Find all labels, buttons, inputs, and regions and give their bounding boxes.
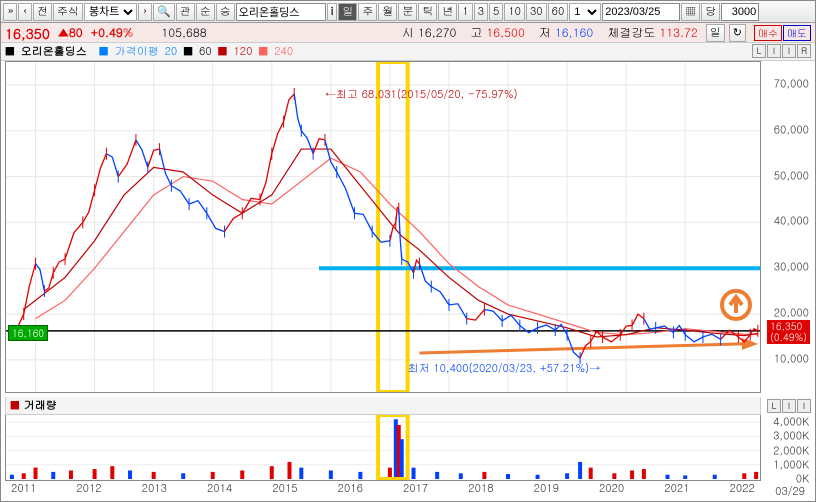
dang-btn[interactable]: 당 bbox=[701, 3, 720, 21]
legend-ma60: 60 bbox=[199, 44, 212, 59]
volume-chart-svg bbox=[6, 415, 760, 480]
support-label: 16,160 bbox=[8, 325, 48, 341]
buy-btn[interactable]: 매수 bbox=[754, 25, 782, 41]
legend-stock: 오리온홀딩스 bbox=[21, 44, 87, 59]
date-input[interactable] bbox=[602, 3, 680, 21]
refresh-icon[interactable]: ↻ bbox=[729, 24, 746, 42]
xaxis-tick: 2013 bbox=[142, 481, 167, 499]
legend-ma-label: 가격이평 bbox=[115, 44, 159, 59]
vol-label: 거래량 bbox=[24, 398, 57, 413]
svg-text:←최고 68,031(2015/05/20, -75.97%: ←최고 68,031(2015/05/20, -75.97%) bbox=[325, 87, 518, 102]
nav-r1[interactable]: › bbox=[138, 3, 152, 21]
volume-legend: ■ 거래량 bbox=[5, 397, 761, 415]
xaxis-tick: 2020 bbox=[599, 481, 624, 499]
p30-btn[interactable]: 30 bbox=[526, 3, 547, 21]
legend-ma120-prefix: ■ bbox=[218, 44, 228, 59]
xaxis-tick: 2012 bbox=[76, 481, 101, 499]
main-chart-svg: ←최고 68,031(2015/05/20, -75.97%) 최저 10,400… bbox=[6, 62, 760, 392]
xaxis-date: 03/29 bbox=[775, 484, 805, 499]
legend-prefix: ■ bbox=[5, 44, 15, 59]
xaxis-tick: 2015 bbox=[272, 481, 297, 499]
xaxis-tick: 2018 bbox=[468, 481, 493, 499]
legend-ma120: 120 bbox=[233, 44, 252, 59]
info-bar: 16,350 ▲80 +0.49% 105,688 시 16,270 고 16,… bbox=[1, 23, 815, 43]
xaxis-tick: 2016 bbox=[338, 481, 363, 499]
cap-i2[interactable]: I bbox=[782, 44, 796, 58]
cal-icon[interactable]: ▦ bbox=[681, 3, 700, 21]
nav-left-btn[interactable]: ‹ bbox=[18, 3, 32, 21]
go-label: 고 bbox=[470, 24, 482, 41]
xaxis: 2011 2012 2013 2014 2015 2016 2017 2018 2019 2020… bbox=[5, 481, 761, 499]
xaxis-tick: 2014 bbox=[207, 481, 232, 499]
go-value: 16,500 bbox=[486, 24, 524, 41]
p5-btn[interactable]: 5 bbox=[489, 3, 503, 21]
jeo-value: 16,160 bbox=[555, 24, 593, 41]
toolbar: » ‹ 전 주식 봉차트 › 🔍 관 순 승 i 일 주 월 분 틱 년 1 3… bbox=[1, 1, 815, 23]
sung-btn[interactable]: 승 bbox=[216, 3, 235, 21]
yaxis-vol: 4,000K3,000K2,000K1,000K0K bbox=[763, 415, 811, 481]
cap-l[interactable]: L bbox=[752, 44, 766, 58]
period-il-btn[interactable]: 일 bbox=[338, 3, 357, 21]
change-pct: +0.49% bbox=[91, 24, 134, 41]
volume-chart[interactable] bbox=[5, 415, 761, 481]
search-icon[interactable]: 🔍 bbox=[153, 3, 175, 21]
period-wol-btn[interactable]: 월 bbox=[378, 3, 397, 21]
che-label: 체결강도 bbox=[607, 24, 655, 41]
legend-caps: L I I R bbox=[752, 44, 811, 58]
chart-type-select[interactable]: 봉차트 bbox=[84, 3, 137, 21]
svg-text:최저 10,400(2020/03/23, +57.21%): 최저 10,400(2020/03/23, +57.21%)→ bbox=[408, 361, 601, 376]
legend-ma20: 20 bbox=[165, 44, 178, 59]
xaxis-tick: 2011 bbox=[11, 481, 36, 499]
legend-ma240: 240 bbox=[274, 44, 293, 59]
p1-btn[interactable]: 1 bbox=[458, 3, 472, 21]
xaxis-tick: 2022 bbox=[730, 481, 755, 499]
main-chart[interactable]: ←최고 68,031(2015/05/20, -75.97%) 최저 10,400… bbox=[5, 61, 761, 393]
legend-bar: ■ 오리온홀딩스 ■ 가격이평 20 ■ 60 ■ 120 ■ 240 L I … bbox=[1, 43, 815, 61]
si-value: 16,270 bbox=[418, 24, 456, 41]
legend-ma60-prefix: ■ bbox=[183, 44, 193, 59]
jusik-btn[interactable]: 주식 bbox=[53, 3, 83, 21]
p60-btn[interactable]: 60 bbox=[548, 3, 569, 21]
gwan-btn[interactable]: 관 bbox=[176, 3, 195, 21]
xaxis-tick: 2019 bbox=[534, 481, 559, 499]
p10-btn[interactable]: 10 bbox=[504, 3, 525, 21]
info-icon[interactable]: i bbox=[327, 3, 338, 21]
cap-i1[interactable]: I bbox=[767, 44, 781, 58]
legend-ma240-prefix: ■ bbox=[258, 44, 268, 59]
mult-select[interactable]: 1 bbox=[569, 3, 601, 21]
vcap-i1[interactable]: I bbox=[782, 399, 796, 413]
count-input[interactable] bbox=[721, 3, 759, 21]
change-symbol: ▲80 bbox=[58, 24, 83, 41]
sell-btn[interactable]: 매도 bbox=[783, 25, 811, 41]
il-btn[interactable]: 일 bbox=[706, 24, 725, 42]
vcap-l[interactable]: L bbox=[767, 399, 781, 413]
period-nyeon-btn[interactable]: 년 bbox=[438, 3, 457, 21]
che-value: 113.72 bbox=[659, 24, 697, 41]
stock-name-input[interactable] bbox=[236, 3, 326, 21]
period-ju-btn[interactable]: 주 bbox=[358, 3, 377, 21]
legend-ma-prefix: ■ bbox=[99, 44, 109, 59]
jeo-label: 저 bbox=[539, 24, 551, 41]
period-bun-btn[interactable]: 분 bbox=[398, 3, 417, 21]
sun-btn[interactable]: 순 bbox=[196, 3, 215, 21]
period-tik-btn[interactable]: 틱 bbox=[418, 3, 437, 21]
vol-caps: L I I bbox=[767, 399, 811, 413]
si-label: 시 bbox=[402, 24, 414, 41]
jeon-btn[interactable]: 전 bbox=[33, 3, 52, 21]
chart-window: » ‹ 전 주식 봉차트 › 🔍 관 순 승 i 일 주 월 분 틱 년 1 3… bbox=[0, 0, 816, 502]
vcap-i2[interactable]: I bbox=[797, 399, 811, 413]
nav-back-btn[interactable]: » bbox=[3, 3, 17, 21]
xaxis-tick: 2021 bbox=[664, 481, 689, 499]
price-value: 16,350 bbox=[5, 23, 50, 43]
volume-value: 105,688 bbox=[161, 24, 206, 41]
vol-prefix: ■ bbox=[10, 398, 20, 413]
yaxis-main: 70,00060,00050,00040,00030,00020,00010,0… bbox=[763, 61, 811, 393]
cap-r[interactable]: R bbox=[797, 44, 811, 58]
xaxis-tick: 2017 bbox=[403, 481, 428, 499]
p3-btn[interactable]: 3 bbox=[474, 3, 488, 21]
